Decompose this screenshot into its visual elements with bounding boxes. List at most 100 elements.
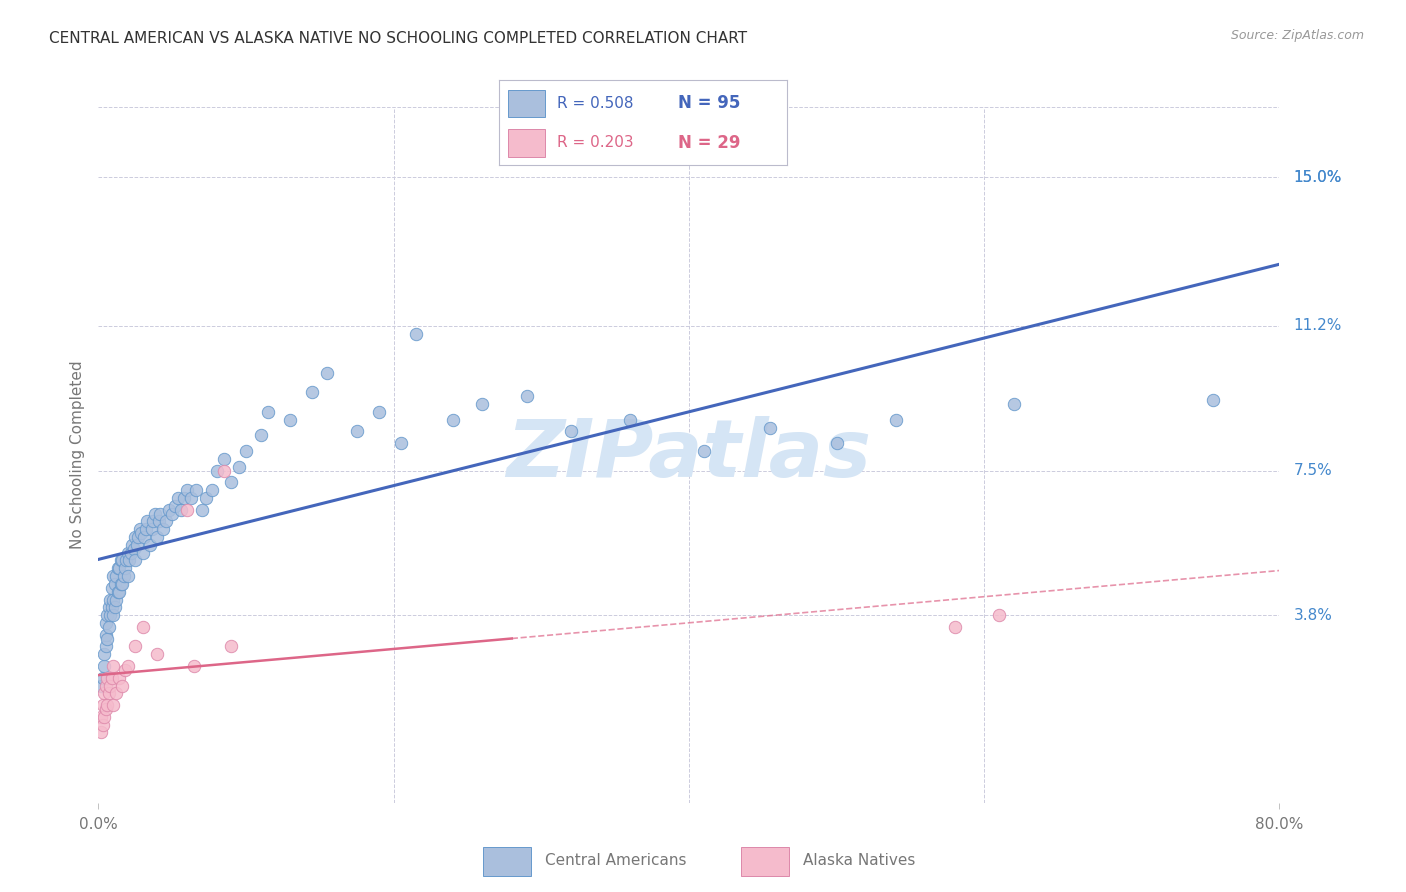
Point <box>97 686 120 700</box>
Point <box>103 698 125 712</box>
Point <box>212 464 235 478</box>
Point <box>124 640 146 654</box>
Y-axis label: No Schooling Completed: No Schooling Completed <box>70 360 86 549</box>
Point <box>94 628 117 642</box>
Point <box>125 538 148 552</box>
Point <box>117 546 139 560</box>
Point <box>115 553 138 567</box>
Point <box>228 459 250 474</box>
Point <box>515 389 537 403</box>
Point <box>139 538 162 552</box>
Point <box>128 522 150 536</box>
FancyBboxPatch shape <box>482 847 530 876</box>
Point <box>98 592 121 607</box>
Point <box>170 502 193 516</box>
Point <box>117 569 139 583</box>
Point <box>100 600 122 615</box>
Point <box>108 561 131 575</box>
FancyBboxPatch shape <box>741 847 789 876</box>
Point <box>389 436 412 450</box>
Point <box>167 491 190 505</box>
Point <box>105 592 128 607</box>
Point <box>759 420 782 434</box>
Point <box>122 541 145 556</box>
Point <box>132 620 155 634</box>
Point <box>155 514 177 528</box>
Point <box>105 686 128 700</box>
Point <box>94 640 117 654</box>
Text: R = 0.203: R = 0.203 <box>557 136 633 151</box>
Point <box>105 569 128 583</box>
Point <box>112 569 135 583</box>
Point <box>212 451 235 466</box>
Text: 15.0%: 15.0% <box>1294 169 1341 185</box>
Point <box>219 475 242 490</box>
Point <box>184 483 207 497</box>
Point <box>1202 393 1225 408</box>
Point <box>97 620 120 634</box>
Point <box>441 413 464 427</box>
Point <box>120 546 142 560</box>
Point <box>93 659 115 673</box>
Point <box>117 659 139 673</box>
Point <box>108 671 131 685</box>
Point <box>90 725 112 739</box>
Point <box>173 491 195 505</box>
Point <box>146 647 169 661</box>
Point <box>987 608 1010 623</box>
Point <box>134 530 156 544</box>
Point <box>124 530 146 544</box>
Point <box>96 698 118 712</box>
Point <box>693 444 716 458</box>
Point <box>93 686 115 700</box>
Point <box>183 659 205 673</box>
Point <box>96 632 118 646</box>
Point <box>90 679 112 693</box>
Point <box>91 671 114 685</box>
Point <box>100 671 122 685</box>
Text: 15.0%: 15.0% <box>1294 169 1341 185</box>
Point <box>107 584 129 599</box>
Point <box>114 561 136 575</box>
Point <box>141 522 163 536</box>
Point <box>405 326 427 341</box>
Point <box>104 600 127 615</box>
Text: Source: ZipAtlas.com: Source: ZipAtlas.com <box>1230 29 1364 42</box>
Point <box>124 553 146 567</box>
Text: N = 29: N = 29 <box>678 134 741 152</box>
Point <box>219 640 242 654</box>
Point <box>162 507 183 521</box>
Point <box>471 397 494 411</box>
Point <box>129 526 152 541</box>
Point <box>191 502 214 516</box>
Point <box>205 464 228 478</box>
Point <box>108 584 131 599</box>
Point <box>103 659 125 673</box>
Text: 11.2%: 11.2% <box>1294 318 1341 334</box>
Point <box>180 491 202 505</box>
Point <box>121 538 143 552</box>
Point <box>278 413 302 427</box>
Text: CENTRAL AMERICAN VS ALASKA NATIVE NO SCHOOLING COMPLETED CORRELATION CHART: CENTRAL AMERICAN VS ALASKA NATIVE NO SCH… <box>49 31 748 46</box>
Point <box>1002 397 1025 411</box>
Point <box>111 553 134 567</box>
Point <box>111 577 134 591</box>
Point <box>560 425 582 439</box>
Point <box>148 514 170 528</box>
Point <box>136 514 159 528</box>
Point <box>149 507 172 521</box>
Point <box>98 608 121 623</box>
Point <box>107 561 129 575</box>
Text: N = 95: N = 95 <box>678 95 740 112</box>
Point <box>146 530 169 544</box>
Point <box>96 608 118 623</box>
Text: 7.5%: 7.5% <box>1294 463 1331 478</box>
Point <box>201 483 224 497</box>
Point <box>94 702 117 716</box>
Point <box>132 546 155 560</box>
Point <box>368 405 391 419</box>
Point <box>114 663 136 677</box>
Point <box>176 502 198 516</box>
Point <box>316 366 339 380</box>
Point <box>110 577 132 591</box>
